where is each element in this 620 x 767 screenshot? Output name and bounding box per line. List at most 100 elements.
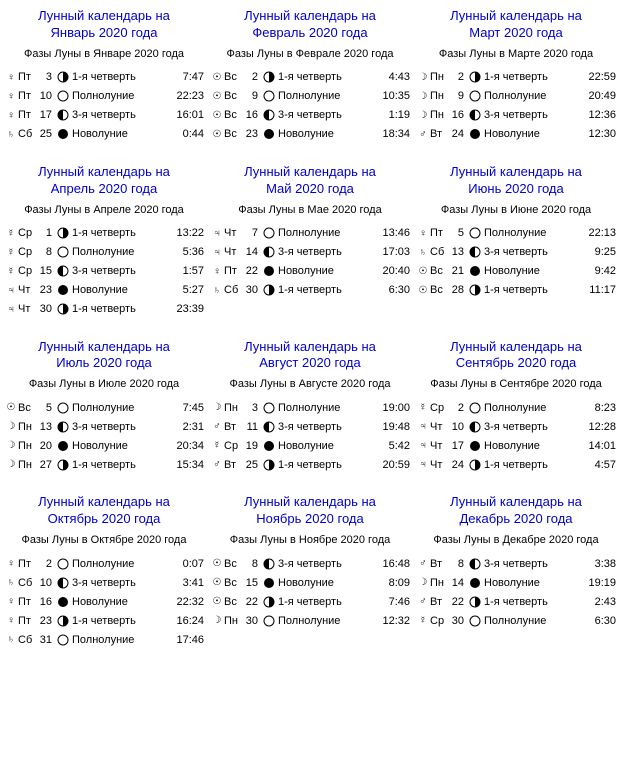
phase-row: ☽Пн20Новолуние20:34: [4, 436, 204, 455]
full-icon: [468, 402, 482, 414]
planet-symbol: ☉: [210, 596, 224, 607]
third-quarter-icon: [468, 109, 482, 121]
phase-name: 1-я четверть: [482, 459, 578, 471]
phase-name: 3-я четверть: [482, 246, 578, 258]
phase-name: Полнолуние: [276, 227, 372, 239]
day-of-week: Чт: [430, 440, 450, 452]
day-of-week: Пн: [430, 90, 450, 102]
third-quarter-icon: [56, 577, 70, 589]
phase-row: ♄Сб133-я четверть9:25: [416, 243, 616, 262]
new-icon: [468, 265, 482, 277]
month-title[interactable]: Лунный календарь наМай 2020 года: [210, 164, 410, 198]
phase-name: 1-я четверть: [276, 459, 372, 471]
day-of-week: Пт: [224, 265, 244, 277]
planet-symbol: ☽: [416, 577, 430, 588]
full-icon: [56, 634, 70, 646]
day-number: 23: [38, 615, 56, 627]
day-number: 17: [450, 440, 468, 452]
planet-symbol: ♃: [416, 421, 430, 432]
new-icon: [56, 440, 70, 452]
month-title[interactable]: Лунный календарь наИюль 2020 года: [4, 339, 204, 373]
phase-time: 9:25: [578, 246, 616, 258]
phase-time: 0:44: [166, 128, 204, 140]
third-quarter-icon: [468, 246, 482, 258]
phase-time: 12:28: [578, 421, 616, 433]
day-of-week: Чт: [18, 284, 38, 296]
phase-row: ♄Сб25Новолуние0:44: [4, 125, 204, 144]
day-number: 2: [450, 402, 468, 414]
phase-time: 19:19: [578, 577, 616, 589]
phase-name: 1-я четверть: [276, 284, 372, 296]
day-number: 19: [244, 440, 262, 452]
months-grid: Лунный календарь наЯнварь 2020 года Фазы …: [4, 8, 616, 649]
day-number: 23: [38, 284, 56, 296]
month-subtitle: Фазы Луны в Мае 2020 года: [210, 204, 410, 216]
day-of-week: Вт: [430, 558, 450, 570]
day-of-week: Ср: [18, 246, 38, 258]
planet-symbol: ☉: [416, 266, 430, 277]
phase-time: 2:43: [578, 596, 616, 608]
day-number: 22: [244, 265, 262, 277]
month-title[interactable]: Лунный календарь наАвгуст 2020 года: [210, 339, 410, 373]
day-number: 7: [244, 227, 262, 239]
phase-name: 1-я четверть: [276, 596, 372, 608]
new-icon: [468, 440, 482, 452]
phase-time: 6:30: [578, 615, 616, 627]
phase-time: 13:46: [372, 227, 410, 239]
phase-time: 20:40: [372, 265, 410, 277]
month-title[interactable]: Лунный календарь наИюнь 2020 года: [416, 164, 616, 198]
day-of-week: Пт: [18, 615, 38, 627]
phase-row: ☽Пн3Полнолуние19:00: [210, 398, 410, 417]
phase-name: Новолуние: [276, 440, 372, 452]
phase-row: ☉Вс163-я четверть1:19: [210, 106, 410, 125]
month-block: Лунный календарь наСентябрь 2020 года Фаз…: [416, 339, 616, 475]
planet-symbol: ☿: [4, 266, 18, 277]
phase-name: Новолуние: [482, 440, 578, 452]
phase-row: ☽Пн133-я четверть2:31: [4, 417, 204, 436]
third-quarter-icon: [56, 265, 70, 277]
full-icon: [56, 402, 70, 414]
month-title[interactable]: Лунный календарь наСентябрь 2020 года: [416, 339, 616, 373]
day-of-week: Вс: [430, 284, 450, 296]
phase-name: Полнолуние: [482, 90, 578, 102]
phase-name: 1-я четверть: [482, 596, 578, 608]
phase-row: ♂Вт113-я четверть19:48: [210, 417, 410, 436]
first-quarter-icon: [468, 284, 482, 296]
month-title[interactable]: Лунный календарь наФевраль 2020 года: [210, 8, 410, 42]
day-of-week: Пт: [18, 558, 38, 570]
day-of-week: Пн: [430, 109, 450, 121]
day-number: 16: [38, 596, 56, 608]
phase-name: Новолуние: [70, 596, 166, 608]
phase-name: 1-я четверть: [70, 303, 166, 315]
full-icon: [262, 615, 276, 627]
month-subtitle: Фазы Луны в Сентябре 2020 года: [416, 378, 616, 390]
phase-time: 12:32: [372, 615, 410, 627]
day-number: 25: [244, 459, 262, 471]
phase-time: 13:22: [166, 227, 204, 239]
phase-name: Полнолуние: [482, 227, 578, 239]
planet-symbol: ☉: [416, 285, 430, 296]
day-of-week: Пн: [18, 459, 38, 471]
phase-name: Новолуние: [482, 265, 578, 277]
day-of-week: Пн: [18, 421, 38, 433]
day-number: 23: [244, 128, 262, 140]
day-number: 11: [244, 421, 262, 433]
month-title[interactable]: Лунный календарь наНоябрь 2020 года: [210, 494, 410, 528]
day-of-week: Сб: [430, 246, 450, 258]
phase-name: 3-я четверть: [70, 265, 166, 277]
month-title[interactable]: Лунный календарь наОктябрь 2020 года: [4, 494, 204, 528]
phase-name: Полнолуние: [70, 558, 166, 570]
phase-name: 1-я четверть: [482, 71, 578, 83]
day-number: 10: [450, 421, 468, 433]
month-title[interactable]: Лунный календарь наМарт 2020 года: [416, 8, 616, 42]
phase-time: 22:13: [578, 227, 616, 239]
month-title[interactable]: Лунный календарь наАпрель 2020 года: [4, 164, 204, 198]
month-title[interactable]: Лунный календарь наЯнварь 2020 года: [4, 8, 204, 42]
day-number: 8: [244, 558, 262, 570]
planet-symbol: ☉: [210, 91, 224, 102]
month-block: Лунный календарь наАвгуст 2020 годаФазы …: [210, 339, 410, 475]
phase-row: ☉Вс83-я четверть16:48: [210, 554, 410, 573]
month-title[interactable]: Лунный календарь наДекабрь 2020 года: [416, 494, 616, 528]
phase-name: Новолуние: [276, 265, 372, 277]
phase-name: Новолуние: [482, 577, 578, 589]
